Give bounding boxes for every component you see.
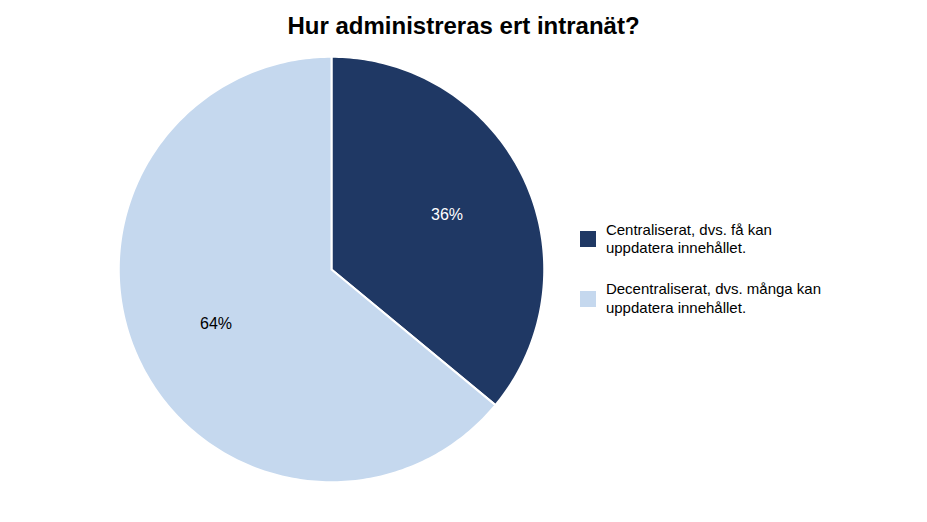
html-text:Decentraliserat, dvs. många ka: Decentraliserat, dvs. många kan uppdater… xyxy=(605,280,821,316)
html-text:Hur administreras ert intranät: Hur administreras ert intranät? xyxy=(287,12,640,39)
svg-text:64%: 64% xyxy=(200,315,232,332)
html-text:Centraliserat, dvs. få kan upp: Centraliserat, dvs. få kan uppdatera inn… xyxy=(605,220,772,257)
svg-text:36%: 36% xyxy=(431,206,463,223)
